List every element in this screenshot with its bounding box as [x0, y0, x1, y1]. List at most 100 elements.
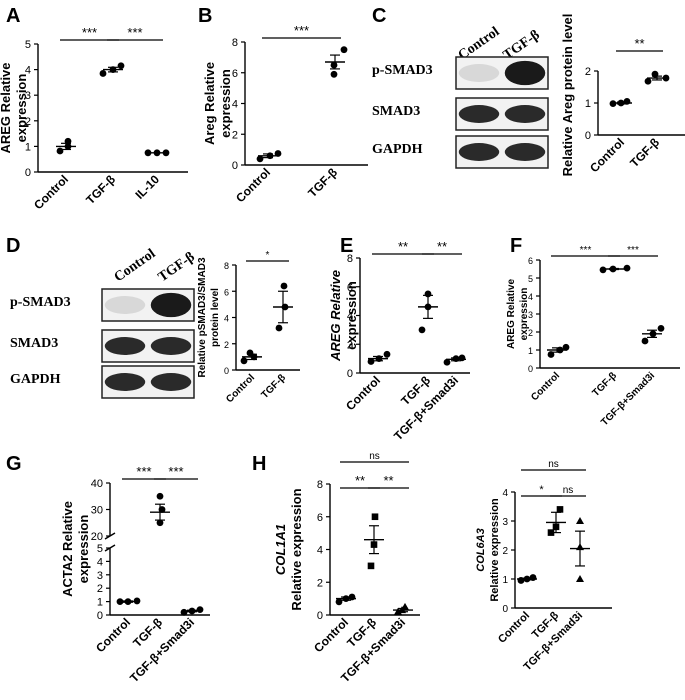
blot-band — [458, 105, 500, 123]
y-tick-label: 2 — [347, 339, 353, 351]
blot-band — [504, 105, 546, 123]
chart-a: 0 1 2 3 4 5 AREG Relativeexpression *** *** Contr… — [0, 25, 188, 212]
y-tick-label: 4 — [25, 65, 31, 77]
data-point — [599, 266, 607, 274]
panel-letter-g: G — [6, 453, 22, 475]
y-tick-label: 30 — [91, 505, 103, 517]
category-label: Control — [31, 172, 71, 212]
significance-label: * — [539, 484, 544, 496]
blot-band — [104, 337, 146, 355]
data-point — [156, 492, 164, 500]
chart-f: 0 1 2 3 4 5 6 AREG Relative expression *** *** Cont… — [506, 245, 680, 428]
blot-row-label: GAPDH — [372, 142, 423, 157]
category-label: Control — [529, 370, 562, 403]
category-label: TGF-β — [627, 135, 662, 170]
data-point — [576, 517, 584, 524]
y-axis-label: ACTA2 Relativeexpression — [60, 501, 91, 597]
significance-label: * — [266, 250, 270, 261]
y-tick-label: 1 — [25, 141, 31, 153]
significance-label: ns — [369, 451, 380, 462]
category-label: Control — [496, 610, 532, 646]
data-point — [367, 562, 375, 570]
blot-band — [150, 292, 192, 318]
y-axis-label: AREG Relativeexpression — [0, 62, 29, 153]
y-tick-label: 2 — [25, 116, 31, 128]
category-label: Control — [587, 135, 627, 175]
y-tick-label: 1 — [528, 346, 533, 356]
y-tick-label: 8 — [347, 253, 353, 265]
blot-lane-label: TGF-β — [156, 250, 198, 286]
category-label: IL-10 — [132, 172, 162, 202]
y-tick-label: 8 — [317, 479, 323, 491]
y-tick-label: 4 — [528, 292, 533, 302]
data-point — [657, 325, 665, 332]
blot-lane-label: Control — [112, 246, 159, 285]
blot-band — [150, 337, 192, 355]
panel-letter-c: C — [372, 5, 386, 27]
data-point — [280, 282, 288, 290]
blot-band — [104, 296, 146, 314]
y-tick-label: 3 — [25, 90, 31, 102]
significance-label: ns — [563, 485, 574, 496]
blot-row-label: p-SMAD3 — [10, 295, 71, 310]
panel-letter-a: A — [6, 5, 20, 27]
data-point — [623, 264, 631, 272]
y-tick-label: 8 — [232, 37, 238, 49]
significance-label: ns — [548, 459, 559, 470]
data-point — [99, 70, 107, 77]
panel-letter-e: E — [340, 235, 353, 257]
y-tick-label: 2 — [585, 66, 591, 78]
blot-band — [104, 373, 146, 391]
y-tick-label: 20 — [91, 531, 103, 543]
y-tick-label: 6 — [528, 256, 533, 266]
y-tick-label: 1 — [97, 597, 103, 609]
category-label: TGF-β — [591, 370, 620, 399]
category-label: TGF-β — [260, 372, 289, 401]
significance-label: *** — [294, 23, 309, 38]
panel-letter-f: F — [510, 235, 522, 257]
y-tick-label: 5 — [97, 543, 103, 555]
blot-band — [504, 143, 546, 161]
y-tick-label: 0 — [502, 604, 508, 615]
significance-label: *** — [82, 25, 97, 40]
blot-row-label: SMAD3 — [10, 336, 58, 351]
y-tick-label: 0 — [25, 167, 31, 179]
y-axis-label: COL1A1Relative expression — [273, 488, 304, 610]
data-point — [275, 324, 283, 332]
y-tick-label: 4 — [224, 314, 229, 324]
chart-c: 0 1 2 Relative Areg protein level ** Control T… — [560, 14, 685, 176]
blot-row-label: p-SMAD3 — [372, 63, 433, 78]
data-point — [340, 46, 348, 54]
y-tick-label: 0 — [224, 366, 229, 376]
data-point — [256, 155, 264, 163]
panel-letters: A B C D E F G H — [6, 5, 522, 475]
y-tick-label: 0 — [317, 610, 323, 622]
data-point — [418, 326, 426, 334]
y-tick-label: 8 — [224, 261, 229, 271]
y-tick-label: 4 — [347, 311, 353, 323]
y-tick-label: 6 — [317, 512, 323, 524]
y-tick-label: 2 — [224, 340, 229, 350]
data-point — [562, 343, 570, 351]
y-tick-label: 2 — [97, 583, 103, 595]
significance-label: *** — [627, 245, 639, 256]
y-tick-label: 2 — [528, 328, 533, 338]
y-tick-label: 4 — [232, 99, 238, 111]
data-point — [383, 350, 391, 358]
y-tick-label: 2 — [502, 546, 508, 557]
y-tick-label: 2 — [232, 129, 238, 141]
y-tick-label: 40 — [91, 478, 103, 490]
significance-label: *** — [580, 245, 592, 256]
category-label: Control — [233, 165, 273, 205]
y-tick-label: 0 — [347, 368, 353, 380]
y-axis-label: COL6A3 Relative expression — [475, 498, 501, 602]
significance-label: ** — [398, 239, 408, 254]
y-tick-label: 6 — [232, 68, 238, 80]
y-tick-label: 4 — [502, 488, 508, 499]
panel-letter-b: B — [198, 5, 212, 27]
